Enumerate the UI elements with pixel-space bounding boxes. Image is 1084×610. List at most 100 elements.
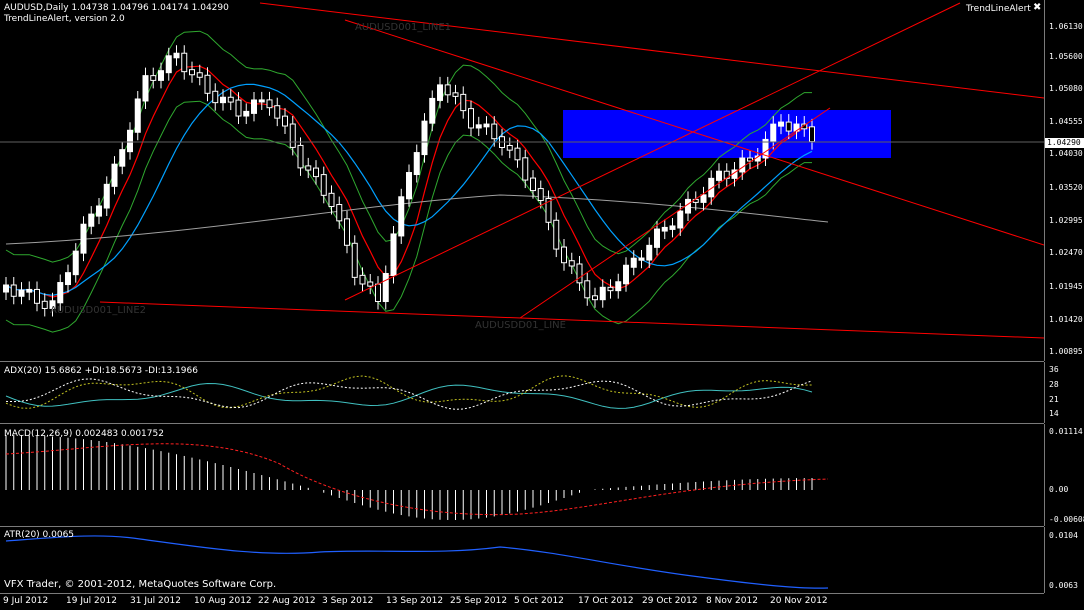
- atr-panel[interactable]: ATR(20) 0.0065 VFX Trader, © 2001-2012, …: [0, 527, 1044, 594]
- price-chart-canvas[interactable]: [0, 0, 1044, 361]
- candle-body: [382, 272, 389, 303]
- candle-body: [444, 84, 451, 96]
- adx-line: [5, 382, 813, 409]
- candle-body: [630, 257, 637, 268]
- candle-body: [103, 183, 110, 209]
- trendline-label-1: AUDUSD001_LINE1: [355, 22, 451, 33]
- candle-body: [545, 198, 552, 223]
- candle-body: [537, 188, 544, 202]
- macd-tick: 0.00: [1049, 485, 1069, 494]
- time-axis: 9 Jul 2012 19 Jul 2012 31 Jul 2012 10 Aug 2…: [0, 594, 1044, 610]
- candle-body: [289, 123, 296, 148]
- date-tick: 10 Aug 2012: [194, 596, 252, 606]
- price-tick: 1.01945: [1049, 282, 1083, 291]
- candle-body: [413, 152, 420, 176]
- candle-body: [266, 99, 273, 109]
- date-tick: 31 Jul 2012: [130, 596, 181, 606]
- candle-body: [708, 177, 715, 198]
- candle-body: [809, 126, 815, 143]
- candle-body: [351, 242, 358, 278]
- date-tick: 8 Nov 2012: [706, 596, 758, 606]
- candle-body: [468, 108, 474, 129]
- macd-tick: -0.00608: [1049, 515, 1084, 524]
- candle-body: [235, 99, 242, 117]
- macd-canvas: [5, 435, 829, 520]
- date-tick: 22 Aug 2012: [258, 596, 316, 606]
- date-tick: 20 Nov 2012: [770, 596, 828, 606]
- candle-body: [530, 177, 536, 192]
- adx-axis: 36 28 21 14: [1044, 362, 1084, 423]
- macd-panel[interactable]: MACD(12,26,9) 0.002483 0.001752: [0, 424, 1044, 527]
- candle-body: [220, 96, 226, 104]
- price-tick: 1.02995: [1049, 216, 1083, 225]
- candle-body: [18, 289, 25, 297]
- candle-body: [778, 121, 784, 127]
- candle-body: [181, 52, 188, 73]
- adx-tick: 21: [1049, 395, 1059, 404]
- date-tick: 5 Oct 2012: [514, 596, 564, 606]
- atr-axis: 0.0104 0.0063: [1044, 527, 1084, 593]
- candle-body: [607, 286, 614, 292]
- close-icon[interactable]: ✖: [1033, 2, 1042, 13]
- price-chart-panel[interactable]: AUDUSD,Daily 1.04738 1.04796 1.04174 1.0…: [0, 0, 1044, 362]
- candle-body: [638, 257, 645, 261]
- trendline-resistance: [259, 2, 1044, 99]
- candle-body: [328, 192, 335, 208]
- candle-body: [700, 194, 707, 203]
- candle-body: [669, 225, 676, 230]
- candle-body: [568, 260, 575, 267]
- indicator-name-label: TrendLineAlert, version 2.0: [4, 14, 125, 24]
- candle-body: [297, 144, 304, 169]
- candle-body: [584, 280, 591, 299]
- candle-body: [258, 99, 265, 103]
- adx-canvas: [5, 375, 813, 410]
- candle-body: [685, 198, 691, 214]
- candle-body: [282, 115, 288, 127]
- candle-body: [716, 170, 722, 181]
- price-tick: 1.05600: [1049, 52, 1083, 61]
- trendline-rising: [519, 107, 831, 319]
- supply-zone-rectangle: [563, 110, 891, 158]
- candle-body: [375, 283, 381, 303]
- candle-body: [367, 281, 374, 287]
- candle-body: [158, 70, 164, 81]
- trendline-1: [344, 19, 1044, 246]
- candle-body: [739, 157, 746, 173]
- candle-body: [801, 123, 808, 130]
- ma200-line: [5, 194, 829, 245]
- candle-body: [204, 74, 211, 94]
- ma20-line: [5, 65, 812, 298]
- candle-body: [111, 163, 118, 187]
- candle-body: [3, 284, 9, 293]
- price-tick: 1.00895: [1049, 347, 1083, 356]
- candle-body: [336, 204, 343, 222]
- candle-body: [553, 219, 560, 250]
- candle-body: [421, 120, 428, 156]
- candle-body: [661, 226, 668, 232]
- candle-body: [65, 272, 71, 286]
- candle-body: [41, 300, 48, 309]
- candle-body: [483, 123, 490, 128]
- price-tick: 1.03520: [1049, 183, 1083, 192]
- adx-tick: 14: [1049, 409, 1059, 418]
- candle-body: [142, 75, 149, 102]
- date-tick: 19 Jul 2012: [66, 596, 117, 606]
- candle-body: [576, 263, 583, 284]
- candle-body: [398, 196, 405, 237]
- candle-body: [452, 92, 459, 97]
- candle-body: [359, 274, 366, 285]
- candle-body: [770, 123, 777, 142]
- candle-body: [599, 286, 606, 301]
- candle-body: [460, 93, 467, 112]
- candle-body: [96, 205, 102, 217]
- trendline-label-3: AUDUSDD01_LINE: [475, 320, 566, 331]
- candle-body: [274, 105, 281, 119]
- candle-body: [623, 264, 629, 285]
- macd-label: MACD(12,26,9) 0.002483 0.001752: [4, 429, 164, 439]
- trendline-label-2: AUDUSD001_LINE2: [50, 305, 146, 316]
- adx-panel[interactable]: ADX(20) 15.6862 +DI:18.5673 -DI:13.1966: [0, 362, 1044, 424]
- date-tick: 25 Sep 2012: [450, 596, 508, 606]
- candle-body: [762, 138, 769, 159]
- adx-tick: 28: [1049, 380, 1059, 389]
- price-tick: 1.02470: [1049, 248, 1083, 257]
